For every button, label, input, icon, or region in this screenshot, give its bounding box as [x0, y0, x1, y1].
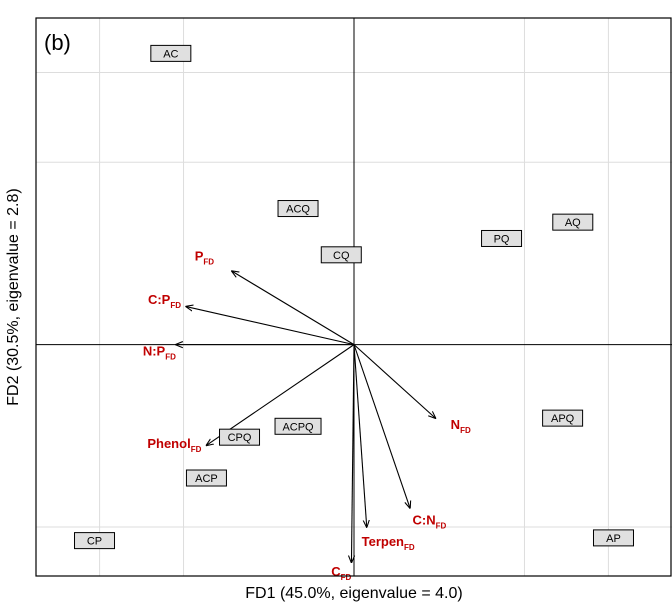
site-point: CPQ — [219, 428, 261, 446]
site-label: ACP — [195, 473, 218, 485]
trait-label: TerpenFD — [362, 534, 415, 552]
site-label: AQ — [565, 217, 581, 229]
zero-axes — [36, 18, 672, 576]
trait-label: NFD — [451, 417, 471, 435]
trait-label: C:PFD — [148, 292, 181, 310]
panel-label: (b) — [44, 30, 71, 55]
trait-arrow — [206, 344, 355, 446]
trait-arrow — [351, 344, 354, 563]
site-label: CP — [87, 536, 102, 548]
site-label: AC — [163, 48, 178, 60]
site-label: AP — [606, 533, 621, 545]
site-box — [74, 532, 116, 550]
trait-arrow — [353, 344, 435, 418]
site-label: PQ — [494, 233, 510, 245]
trait-arrows — [176, 271, 435, 562]
site-point: CP — [74, 532, 116, 550]
site-point: ACP — [185, 469, 227, 487]
site-point: AP — [592, 529, 634, 547]
site-box — [185, 469, 227, 487]
plot-frame — [35, 17, 672, 577]
trait-label: C:NFD — [413, 512, 447, 530]
site-label: ACPQ — [282, 421, 314, 433]
site-box — [277, 200, 319, 218]
site-box — [320, 246, 362, 264]
x-axis-title: FD1 (45.0%, eigenvalue = 4.0) — [245, 585, 462, 602]
site-box — [150, 44, 192, 62]
site-box — [219, 428, 261, 446]
trait-label: PhenolFD — [147, 436, 201, 454]
site-point: PQ — [481, 229, 523, 247]
trait-labels: PFD C:PFD N:PFD PhenolFD NFD C:NFD TerpenFD CFD — [143, 248, 471, 582]
trait-arrow — [353, 344, 410, 508]
trait-label: N:PFD — [143, 344, 176, 362]
site-point: ACPQ — [274, 417, 322, 435]
trait-arrow — [353, 344, 367, 527]
trait-label: CFD — [331, 564, 351, 582]
site-box — [274, 417, 322, 435]
site-point: ACQ — [277, 200, 319, 218]
site-label: CPQ — [228, 432, 252, 444]
site-point: AQ — [552, 213, 594, 231]
site-box — [481, 229, 523, 247]
site-labels: AC ACQ CQ PQ AQ APQ ACPQ CPQ ACP CP AP — [74, 44, 634, 550]
y-axis-title: FD2 (30.5%, eigenvalue = 2.8) — [5, 188, 22, 405]
site-box — [542, 409, 584, 427]
trait-arrow — [232, 271, 355, 346]
site-label: CQ — [333, 250, 350, 262]
trait-arrow — [186, 307, 355, 346]
site-label: APQ — [551, 413, 575, 425]
site-point: APQ — [542, 409, 584, 427]
site-box — [552, 213, 594, 231]
site-label: ACQ — [286, 204, 310, 216]
site-point: CQ — [320, 246, 362, 264]
site-box — [592, 529, 634, 547]
trait-label: PFD — [195, 248, 215, 266]
site-point: AC — [150, 44, 192, 62]
